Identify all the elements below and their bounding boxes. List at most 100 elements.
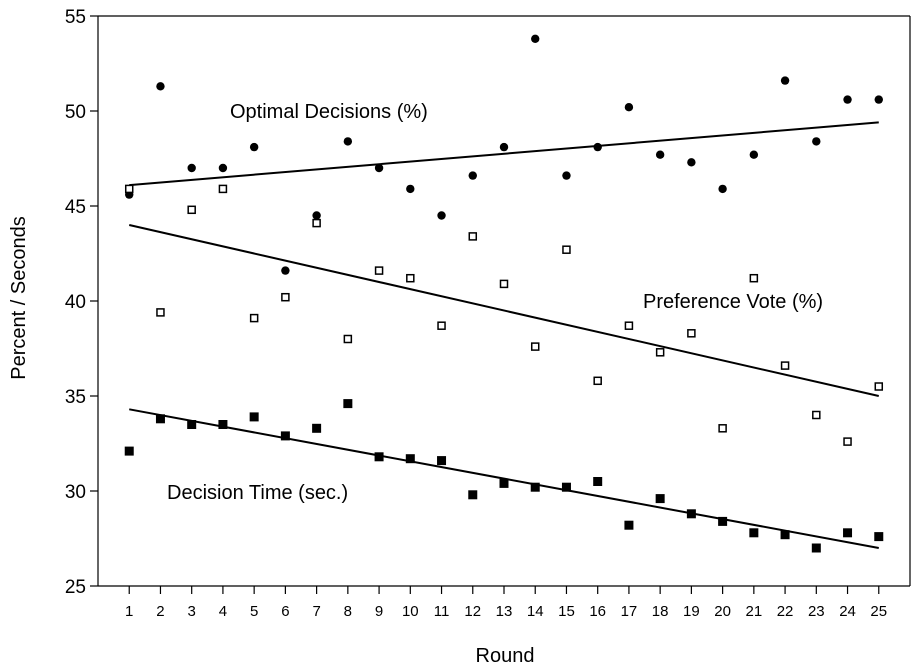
point-preference-vote <box>812 410 821 420</box>
point-decision-time-sec <box>468 490 478 500</box>
x-tick-label: 1 <box>125 603 133 620</box>
x-tick-label: 3 <box>188 603 196 620</box>
point-optimal-decisions <box>687 158 696 167</box>
point-preference-vote <box>749 273 759 283</box>
point-decision-time-sec <box>530 482 540 492</box>
point-decision-time-sec <box>718 516 728 526</box>
point-decision-time-sec <box>499 478 509 488</box>
point-optimal-decisions <box>281 266 290 275</box>
x-tick-label: 17 <box>621 603 638 620</box>
point-optimal-decisions <box>499 142 509 152</box>
y-tick-label: 30 <box>65 482 86 503</box>
point-decision-time-sec <box>686 509 696 519</box>
y-tick-label: 50 <box>65 102 86 123</box>
point-preference-vote <box>687 329 696 338</box>
point-preference-vote <box>312 218 321 228</box>
x-tick-label: 21 <box>746 603 763 620</box>
point-decision-time-sec <box>561 482 571 492</box>
point-decision-time-sec <box>437 456 447 466</box>
x-tick-label: 9 <box>375 603 383 620</box>
x-tick-label: 6 <box>281 603 289 620</box>
trend-lines <box>129 121 879 549</box>
point-decision-time-sec <box>374 452 384 462</box>
x-tick-label: 13 <box>496 603 513 620</box>
x-tick-label: 2 <box>156 603 164 620</box>
point-decision-time-sec <box>187 420 197 429</box>
series-label-decision-time: Decision Time (sec.) <box>167 482 348 504</box>
point-optimal-decisions <box>624 103 634 112</box>
x-tick-label: 20 <box>714 603 731 620</box>
point-optimal-decisions <box>843 95 852 104</box>
y-tick-label: 25 <box>65 577 86 598</box>
series-label-optimal-decisions: Optimal Decisions (%) <box>230 101 428 123</box>
y-axis-label: Percent / Seconds <box>8 216 30 379</box>
x-tick-label: 22 <box>777 603 794 620</box>
point-optimal-decisions <box>312 211 321 220</box>
x-tick-label: 15 <box>558 603 575 620</box>
data-points <box>124 34 884 553</box>
point-preference-vote <box>406 273 415 283</box>
point-preference-vote <box>374 266 384 275</box>
point-preference-vote <box>124 184 134 194</box>
point-optimal-decisions <box>593 142 602 152</box>
point-preference-vote <box>843 437 852 446</box>
point-decision-time-sec <box>593 477 603 486</box>
point-decision-time-sec <box>218 420 228 429</box>
trend-line-decision-time-sec <box>129 408 879 549</box>
x-tick-label: 7 <box>312 603 320 620</box>
y-tick-label: 35 <box>65 387 86 408</box>
point-optimal-decisions <box>655 150 665 159</box>
x-tick-label: 14 <box>527 603 544 620</box>
point-decision-time-sec <box>780 530 790 540</box>
point-preference-vote <box>780 361 790 370</box>
x-tick-label: 25 <box>870 603 887 620</box>
x-tick-label: 11 <box>434 603 450 620</box>
point-optimal-decisions <box>406 184 415 194</box>
point-preference-vote <box>187 205 196 215</box>
x-axis-label: Round <box>476 645 535 667</box>
point-decision-time-sec <box>749 528 759 538</box>
y-tick-label: 55 <box>65 7 86 28</box>
x-tick-label: 24 <box>839 603 856 620</box>
point-optimal-decisions <box>874 95 883 104</box>
point-decision-time-sec <box>343 399 353 409</box>
point-decision-time-sec <box>280 431 290 441</box>
point-optimal-decisions <box>749 150 759 159</box>
point-optimal-decisions <box>218 163 228 173</box>
point-optimal-decisions <box>437 211 446 220</box>
x-tick-label: 18 <box>652 603 669 620</box>
point-decision-time-sec <box>405 454 415 464</box>
point-preference-vote <box>281 292 290 302</box>
x-tick-label: 10 <box>402 603 419 620</box>
point-preference-vote <box>343 334 353 344</box>
series-label-preference-vote: Preference Vote (%) <box>643 291 823 313</box>
point-optimal-decisions <box>812 137 821 146</box>
point-preference-vote <box>593 376 602 386</box>
x-tick-label: 16 <box>589 603 606 620</box>
point-optimal-decisions <box>531 34 540 43</box>
point-preference-vote <box>156 308 165 317</box>
point-optimal-decisions <box>468 171 477 180</box>
point-decision-time-sec <box>249 412 259 422</box>
point-preference-vote <box>562 245 571 254</box>
x-tick-label: 5 <box>250 603 258 620</box>
point-preference-vote <box>874 382 884 391</box>
point-decision-time-sec <box>312 423 322 433</box>
point-optimal-decisions <box>249 142 259 152</box>
point-preference-vote <box>624 321 634 330</box>
point-optimal-decisions <box>187 163 196 173</box>
point-preference-vote <box>437 321 446 330</box>
point-preference-vote <box>499 279 509 289</box>
point-preference-vote <box>718 424 727 433</box>
point-optimal-decisions <box>780 76 790 85</box>
point-optimal-decisions <box>156 82 165 91</box>
point-preference-vote <box>218 184 228 194</box>
point-optimal-decisions <box>718 184 727 194</box>
point-decision-time-sec <box>811 543 821 553</box>
point-decision-time-sec <box>655 494 665 504</box>
point-decision-time-sec <box>624 520 634 530</box>
x-tick-label: 23 <box>808 603 825 620</box>
point-preference-vote <box>530 342 540 351</box>
point-decision-time-sec <box>874 532 884 542</box>
